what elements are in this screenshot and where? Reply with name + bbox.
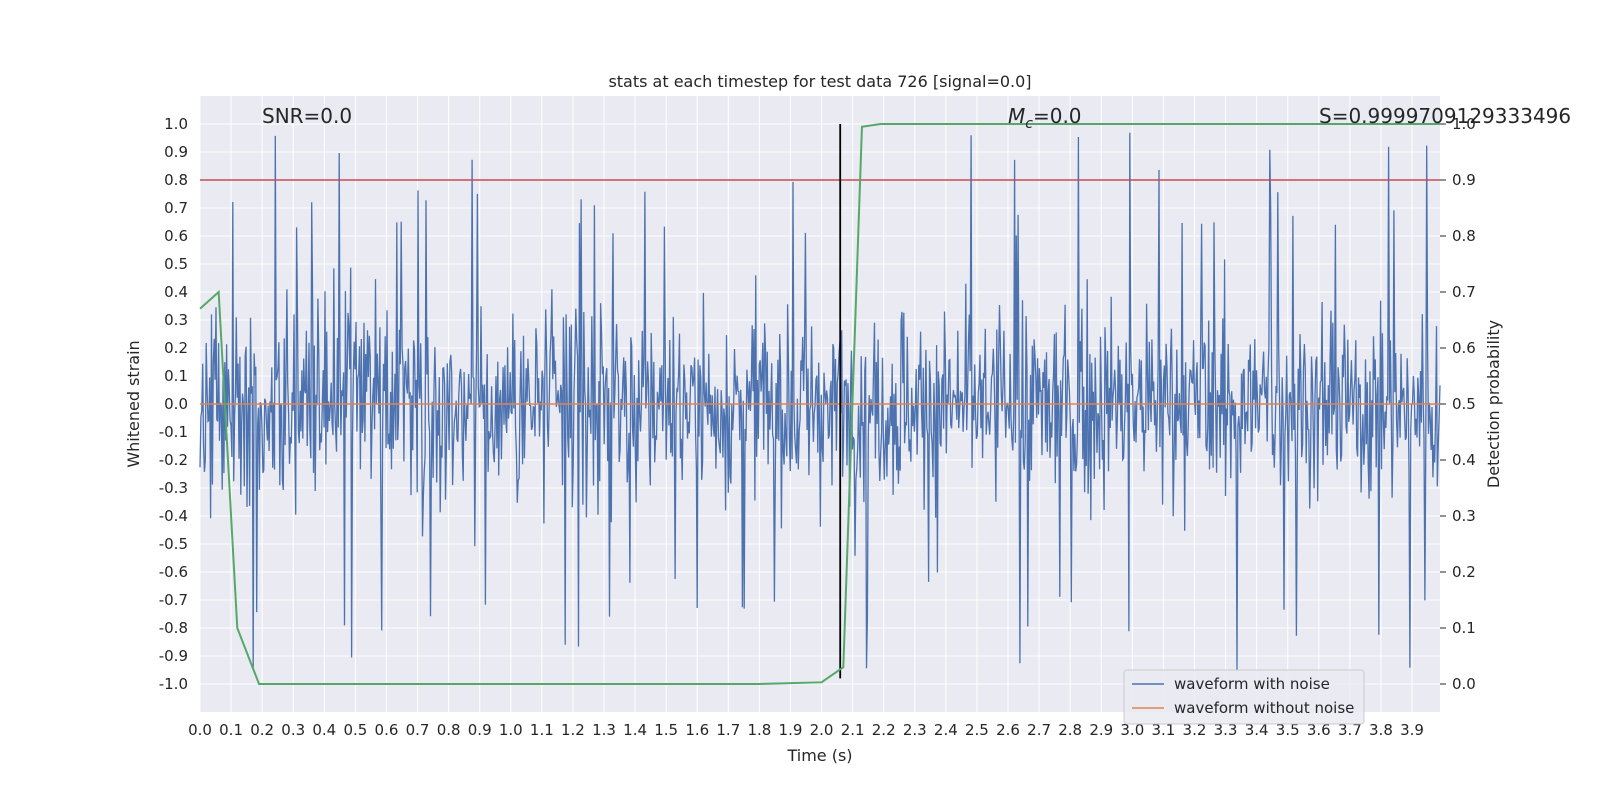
x-tick-label: 0.3 — [281, 721, 305, 739]
y2-axis-label: Detection probability — [1484, 320, 1503, 488]
y-tick-label: -0.3 — [159, 479, 188, 497]
legend-label-waveform-without-noise: waveform without noise — [1174, 699, 1354, 717]
x-tick-label: 3.0 — [1120, 721, 1144, 739]
y-tick-labels: 1.0 0.9 0.8 0.7 0.6 0.5 0.4 0.3 0.2 0.1 0.0 -0.1 -0.… — [159, 115, 188, 693]
y2-tick-label: 0.0 — [1452, 675, 1476, 693]
chart-title: stats at each timestep for test data 726… — [608, 72, 1031, 91]
x-tick-label: 1.0 — [499, 721, 523, 739]
x-tick-label: 1.5 — [654, 721, 678, 739]
y-tick-label: 0.5 — [164, 255, 188, 273]
x-tick-label: 2.3 — [903, 721, 927, 739]
y-tick-label: 1.0 — [164, 115, 188, 133]
y-gridlines — [200, 123, 1440, 685]
x-tick-label: 2.7 — [1027, 721, 1051, 739]
waveform-with-noise-line — [199, 132, 1441, 671]
x-tick-label: 1.9 — [779, 721, 803, 739]
x-tick-label: 1.3 — [592, 721, 616, 739]
y-tick-label: -0.8 — [159, 619, 188, 637]
legend-label-waveform-with-noise: waveform with noise — [1174, 675, 1330, 693]
x-tick-label: 0.6 — [375, 721, 399, 739]
y2-tick-label: 0.2 — [1452, 563, 1476, 581]
y-tick-label: -0.4 — [159, 507, 188, 525]
y-tick-label: 0.3 — [164, 311, 188, 329]
y-tick-label: 0.1 — [164, 367, 188, 385]
x-tick-label: 1.4 — [623, 721, 647, 739]
y2-tick-label: 0.1 — [1452, 619, 1476, 637]
y-tick-label: 0.7 — [164, 199, 188, 217]
legend-box — [1123, 669, 1365, 725]
y-tick-label: -0.7 — [159, 591, 188, 609]
x-tick-label: 0.0 — [188, 721, 212, 739]
y-tick-label: 0.6 — [164, 227, 188, 245]
y-tick-label: 0.0 — [164, 395, 188, 413]
s-annotation: S=0.9999709129333496 — [1319, 104, 1571, 128]
x-tick-label: 0.1 — [219, 721, 243, 739]
x-tick-label: 3.3 — [1214, 721, 1238, 739]
y2-tick-label: 0.5 — [1452, 395, 1476, 413]
x-tick-label: 2.9 — [1089, 721, 1113, 739]
mc-annotation: Mc=0.0 — [1008, 104, 1082, 132]
x-tick-label: 2.1 — [841, 721, 865, 739]
y2-tick-label: 1.0 — [1452, 115, 1476, 133]
legend: waveform with noise waveform without noi… — [1123, 669, 1365, 725]
series-waveform-with-noise — [199, 132, 1441, 671]
y-tick-label: -1.0 — [159, 675, 188, 693]
x-tick-label: 2.5 — [965, 721, 989, 739]
x-tick-label: 0.2 — [250, 721, 274, 739]
mc-value: =0.0 — [1033, 104, 1082, 128]
y-tick-label: 0.2 — [164, 339, 188, 357]
y2-tick-label: 0.3 — [1452, 507, 1476, 525]
x-tick-label: 3.9 — [1400, 721, 1424, 739]
x-tick-label: 2.8 — [1058, 721, 1082, 739]
x-axis-label: Time (s) — [786, 746, 852, 765]
y2-tick-label: 0.7 — [1452, 283, 1476, 301]
x-tick-label: 3.2 — [1183, 721, 1207, 739]
x-tick-label: 3.1 — [1151, 721, 1175, 739]
x-tick-label: 2.4 — [934, 721, 958, 739]
snr-annotation: SNR=0.0 — [262, 104, 352, 128]
x-tick-label: 2.2 — [872, 721, 896, 739]
y2-tick-label: 0.4 — [1452, 451, 1476, 469]
y-tick-label: -0.2 — [159, 451, 188, 469]
x-tick-labels: 0.0 0.1 0.2 0.3 0.4 0.5 0.6 0.7 0.8 0.9 1.0 1.1 1.2 1… — [188, 721, 1424, 739]
y-axis-label: Whitened strain — [124, 340, 143, 467]
y2-tick-label: 0.6 — [1452, 339, 1476, 357]
detection-probability-line — [199, 123, 1440, 685]
x-tick-label: 2.0 — [810, 721, 834, 739]
x-tick-label: 1.1 — [530, 721, 554, 739]
y2-tick-label: 0.8 — [1452, 227, 1476, 245]
x-tick-label: 3.4 — [1245, 721, 1269, 739]
x-tick-label: 1.6 — [685, 721, 709, 739]
x-tick-label: 1.2 — [561, 721, 585, 739]
y2-tick-label: 0.9 — [1452, 171, 1476, 189]
y-tick-label: -0.6 — [159, 563, 188, 581]
mc-subscript: c — [1025, 116, 1033, 132]
series-lines — [199, 123, 1440, 685]
mc-symbol: M — [1008, 104, 1025, 128]
y-tick-label: -0.1 — [159, 423, 188, 441]
x-tick-label: 1.7 — [716, 721, 740, 739]
x-tick-label: 0.5 — [343, 721, 367, 739]
y2-tick-labels: 1.0 0.9 0.8 0.7 0.6 0.5 0.4 0.3 0.2 0.1 0.0 — [1440, 115, 1476, 693]
y-tick-label: 0.8 — [164, 171, 188, 189]
y-tick-label: 0.9 — [164, 143, 188, 161]
x-tick-label: 3.8 — [1369, 721, 1393, 739]
x-tick-label: 3.5 — [1276, 721, 1300, 739]
y-tick-label: 0.4 — [164, 283, 188, 301]
x-tick-label: 3.7 — [1338, 721, 1362, 739]
y-tick-label: -0.5 — [159, 535, 188, 553]
x-tick-label: 0.7 — [406, 721, 430, 739]
x-tick-label: 1.8 — [747, 721, 771, 739]
x-tick-label: 0.4 — [312, 721, 336, 739]
x-tick-label: 3.6 — [1307, 721, 1331, 739]
x-tick-label: 0.9 — [468, 721, 492, 739]
x-tick-label: 0.8 — [437, 721, 461, 739]
x-tick-label: 2.6 — [996, 721, 1020, 739]
y-tick-label: -0.9 — [159, 647, 188, 665]
